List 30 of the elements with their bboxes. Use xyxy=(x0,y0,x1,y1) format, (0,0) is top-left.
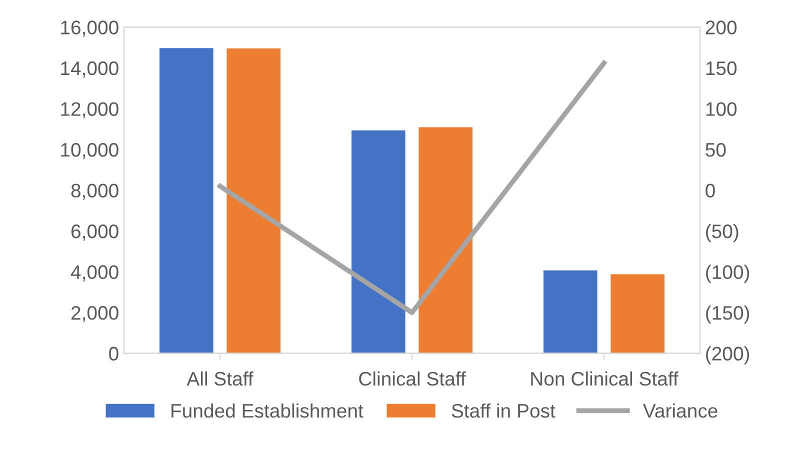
y2-tick-label: (200) xyxy=(706,346,750,364)
bar xyxy=(352,130,406,354)
y-tick-label: 8,000 xyxy=(71,184,118,200)
bar xyxy=(418,127,472,354)
y-tick-label: 16,000 xyxy=(61,20,118,37)
legend-label: Variance xyxy=(642,403,718,418)
y2-tick-label: 200 xyxy=(706,20,737,34)
x-tick-label: Non Clinical Staff xyxy=(531,371,678,386)
y2-tick-label: 0 xyxy=(706,184,715,198)
bar xyxy=(160,48,214,354)
bar xyxy=(544,270,598,354)
y-tick-label: 2,000 xyxy=(71,306,118,322)
y2-tick-label: 100 xyxy=(706,102,737,116)
y-tick-label: 4,000 xyxy=(70,265,118,282)
y2-tick-label: (100) xyxy=(706,264,750,283)
y-tick-label: 12,000 xyxy=(61,102,118,118)
x-tick-label: Clinical Staff xyxy=(359,371,466,386)
y-tick-label: 6,000 xyxy=(71,224,118,241)
bar xyxy=(226,48,280,354)
x-tick-label: All Staff xyxy=(186,371,254,386)
y2-tick-label: 50 xyxy=(706,142,726,157)
legend-label: Funded Establishment xyxy=(172,403,364,418)
y-tick-label: 0 xyxy=(109,346,118,361)
y2-tick-label: (50) xyxy=(706,224,738,242)
legend-label: Staff in Post xyxy=(452,403,556,418)
bar xyxy=(610,274,664,354)
y2-tick-label: (150) xyxy=(706,306,750,324)
y-tick-label: 10,000 xyxy=(61,142,118,160)
y2-tick-label: 150 xyxy=(706,61,737,76)
y-tick-label: 14,000 xyxy=(61,61,118,78)
